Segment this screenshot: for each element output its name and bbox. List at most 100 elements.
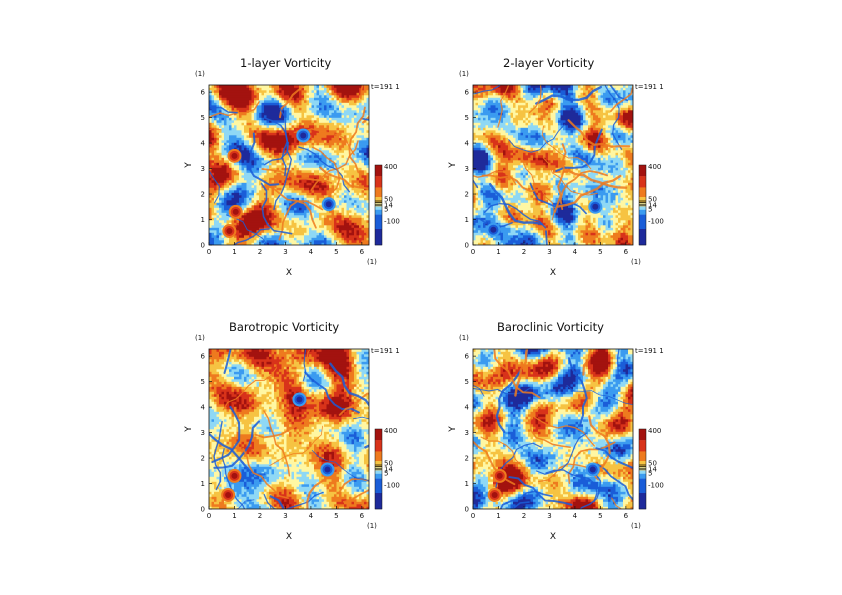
x-tick-label: 0 xyxy=(471,248,475,256)
colorbar-segment xyxy=(639,429,646,441)
x-tick-label: 6 xyxy=(360,248,365,256)
y-tick-label: 6 xyxy=(201,353,206,361)
vorticity-filament xyxy=(473,160,479,189)
colorbar xyxy=(638,428,647,510)
colorbar-segment xyxy=(639,461,646,467)
y-unit-label: (1) xyxy=(195,70,205,78)
colorbar-segment xyxy=(639,470,646,474)
vortex-mark xyxy=(226,227,233,234)
colorbar-tick-label: -100 xyxy=(384,218,400,226)
vorticity-filament xyxy=(209,101,260,119)
y-axis-label: Y xyxy=(184,426,194,433)
x-tick-label: 1 xyxy=(232,512,236,520)
vorticity-filament xyxy=(213,420,260,469)
plot-frame xyxy=(472,348,634,510)
vorticity-filament xyxy=(616,349,620,377)
vorticity-filament xyxy=(311,450,369,482)
vorticity-filament xyxy=(310,140,359,191)
colorbar-segment xyxy=(375,473,382,479)
vortex-mark xyxy=(324,466,331,473)
vorticity-filament xyxy=(242,447,289,499)
vorticity-filament xyxy=(260,182,293,235)
vortex-mark xyxy=(322,464,333,475)
vortex-mark xyxy=(588,199,603,214)
y-tick-label: 5 xyxy=(465,114,469,122)
vorticity-filament xyxy=(542,157,598,196)
colorbar-segment xyxy=(639,209,646,215)
x-tick-label: 1 xyxy=(232,248,236,256)
y-tick-label: 1 xyxy=(201,480,205,488)
vorticity-filament xyxy=(209,170,220,204)
time-label: t=191 1 xyxy=(371,347,400,355)
vorticity-filament xyxy=(509,501,530,509)
colorbar-tick-label: 400 xyxy=(648,427,661,435)
vorticity-filament xyxy=(211,405,241,464)
vorticity-filament xyxy=(263,410,291,477)
colorbar-segment xyxy=(375,165,382,177)
vorticity-filament xyxy=(263,108,289,166)
x-tick-label: 6 xyxy=(624,512,629,520)
y-tick-label: 3 xyxy=(201,429,205,437)
colorbar-tick-label: 14 xyxy=(648,466,657,474)
x-tick-label: 4 xyxy=(573,248,578,256)
colorbar-segment xyxy=(375,451,382,462)
vorticity-filament xyxy=(526,240,534,245)
colorbar-tick-label: 14 xyxy=(384,202,393,210)
vorticity-filament xyxy=(302,349,307,382)
y-unit-label: (1) xyxy=(459,334,469,342)
vortex-mark xyxy=(298,130,309,141)
vorticity-filament xyxy=(559,170,608,210)
colorbar-segment xyxy=(639,165,646,177)
colorbar xyxy=(638,164,647,246)
vortex-mark xyxy=(231,152,238,159)
plot-frame xyxy=(208,348,370,510)
plot-frame xyxy=(472,84,634,246)
y-tick-label: 5 xyxy=(201,114,205,122)
vorticity-field xyxy=(209,85,369,245)
colorbar-segment xyxy=(375,229,382,246)
y-tick-label: 0 xyxy=(465,242,469,250)
vortex-mark xyxy=(292,392,307,407)
colorbar-tick-label: 5 xyxy=(648,470,652,478)
vorticity-filament xyxy=(209,432,266,476)
colorbar-segment xyxy=(375,461,382,467)
x-tick-label: 3 xyxy=(547,248,551,256)
vorticity-filament xyxy=(311,146,341,203)
time-label: t=191 1 xyxy=(635,347,664,355)
vorticity-filament xyxy=(493,349,541,399)
x-tick-label: 1 xyxy=(496,248,500,256)
plot-frame xyxy=(208,84,370,246)
colorbar-tick-label: 14 xyxy=(648,202,657,210)
x-tick-label: 4 xyxy=(573,512,578,520)
y-unit-label: (1) xyxy=(195,334,205,342)
colorbar-segment xyxy=(639,197,646,203)
colorbar-segment xyxy=(375,209,382,215)
y-tick-label: 2 xyxy=(465,191,469,199)
x-tick-label: 6 xyxy=(624,248,629,256)
vorticity-filament xyxy=(209,106,238,114)
vorticity-filament xyxy=(522,159,555,221)
vorticity-filament xyxy=(261,168,333,184)
x-axis-label: X xyxy=(286,268,292,278)
y-tick-label: 0 xyxy=(201,242,205,250)
vorticity-filament xyxy=(610,85,633,112)
x-tick-label: 4 xyxy=(309,512,314,520)
vorticity-filament xyxy=(338,477,369,493)
vorticity-filament xyxy=(304,371,360,414)
y-tick-label: 0 xyxy=(201,506,205,514)
x-tick-label: 4 xyxy=(309,248,314,256)
time-label: t=191 1 xyxy=(635,83,664,91)
vorticity-filament xyxy=(473,217,513,229)
panel-title: Barotropic Vorticity xyxy=(229,320,340,334)
x-axis-label: X xyxy=(286,532,292,542)
vorticity-filament xyxy=(222,367,278,411)
y-tick-label: 1 xyxy=(465,480,469,488)
vorticity-filament xyxy=(536,432,587,475)
colorbar-tick-label: 5 xyxy=(648,206,652,214)
vortex-mark xyxy=(487,487,502,502)
vortex-mark xyxy=(221,487,236,502)
x-unit-label: (1) xyxy=(367,258,377,266)
vortex-mark xyxy=(590,201,601,212)
vorticity-filament xyxy=(566,385,633,406)
